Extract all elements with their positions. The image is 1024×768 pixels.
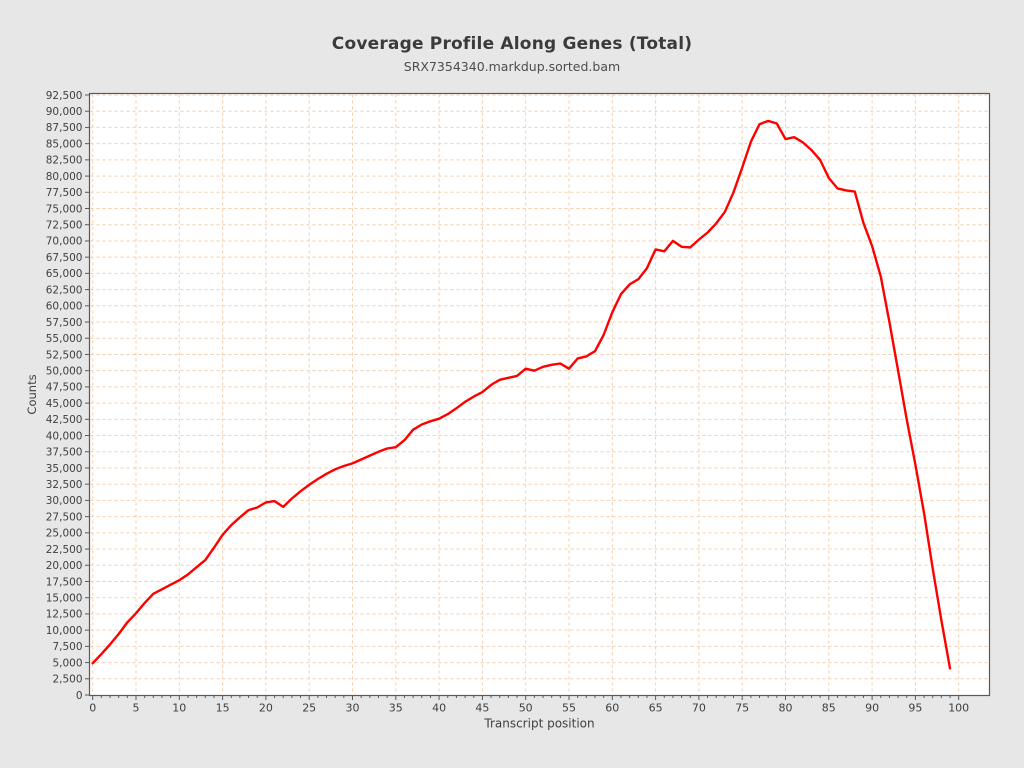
y-tick-label: 77,500 — [46, 187, 83, 199]
y-tick-label: 87,500 — [46, 122, 83, 134]
y-tick-label: 75,000 — [46, 203, 83, 215]
x-tick-label: 30 — [346, 702, 360, 715]
y-tick-label: 17,500 — [46, 576, 83, 588]
coverage-line — [91, 119, 952, 670]
x-tick-label: 60 — [605, 702, 619, 715]
y-tick-label: 90,000 — [46, 106, 83, 118]
plot-area — [89, 93, 990, 696]
y-tick-label: 25,000 — [46, 528, 83, 540]
y-tick-label: 27,500 — [46, 511, 83, 523]
y-tick-label: 15,000 — [46, 593, 83, 605]
y-tick-label: 57,500 — [46, 317, 83, 329]
y-tick-label: 42,500 — [46, 414, 83, 426]
gridlines — [90, 94, 989, 695]
x-tick-label: 75 — [735, 702, 749, 715]
y-tick-label: 85,000 — [46, 138, 83, 150]
x-tick-labels: 0 5 10 15 20 25 30 35 40 45 50 55 60 65 70 75 80 85 90 95 10… — [89, 702, 969, 715]
x-tick-label: 15 — [216, 702, 230, 715]
y-tick-label: 60,000 — [46, 301, 83, 313]
y-tick-labels: 0 2,500 5,000 7,500 10,000 12,500 15,000 17,500… — [46, 90, 83, 702]
x-tick-label: 95 — [908, 702, 922, 715]
x-tick-label: 85 — [822, 702, 836, 715]
chart-title: Coverage Profile Along Genes (Total) — [331, 34, 693, 54]
x-tick-label: 65 — [649, 702, 663, 715]
y-tick-label: 92,500 — [46, 90, 83, 102]
x-tick-label: 10 — [172, 702, 186, 715]
y-tick-label: 65,000 — [46, 268, 83, 280]
y-axis-title: Counts — [25, 374, 39, 414]
y-tick-label: 0 — [76, 690, 83, 702]
y-tick-label: 30,000 — [46, 495, 83, 507]
axis-ticks — [85, 94, 960, 700]
x-tick-label: 55 — [562, 702, 576, 715]
chart-subtitle: SRX7354340.markdup.sorted.bam — [403, 59, 621, 74]
y-tick-label: 52,500 — [46, 349, 83, 361]
y-tick-label: 50,000 — [46, 365, 83, 377]
y-tick-label: 45,000 — [46, 398, 83, 410]
y-tick-label: 82,500 — [46, 155, 83, 167]
x-tick-label: 80 — [779, 702, 793, 715]
y-tick-label: 12,500 — [46, 609, 83, 621]
x-tick-label: 5 — [133, 702, 140, 715]
y-tick-label: 62,500 — [46, 284, 83, 296]
y-tick-label: 47,500 — [46, 382, 83, 394]
x-tick-label: 45 — [475, 702, 489, 715]
x-tick-label: 100 — [948, 702, 969, 715]
x-tick-label: 70 — [692, 702, 706, 715]
x-tick-label: 25 — [302, 702, 316, 715]
y-tick-label: 22,500 — [46, 544, 83, 556]
x-tick-label: 90 — [865, 702, 879, 715]
y-tick-label: 35,000 — [46, 463, 83, 475]
y-tick-label: 32,500 — [46, 479, 83, 491]
y-tick-label: 72,500 — [46, 220, 83, 232]
y-tick-label: 55,000 — [46, 333, 83, 345]
y-tick-label: 20,000 — [46, 560, 83, 572]
y-tick-label: 80,000 — [46, 171, 83, 183]
y-tick-label: 5,000 — [52, 657, 82, 669]
y-tick-label: 70,000 — [46, 236, 83, 248]
x-tick-label: 40 — [432, 702, 446, 715]
plot-border — [88, 92, 991, 697]
y-tick-label: 37,500 — [46, 447, 83, 459]
y-tick-label: 2,500 — [52, 674, 82, 686]
y-tick-label: 10,000 — [46, 625, 83, 637]
y-tick-label: 40,000 — [46, 430, 83, 442]
x-tick-label: 0 — [89, 702, 96, 715]
y-tick-label: 67,500 — [46, 252, 83, 264]
y-tick-label: 7,500 — [52, 641, 82, 653]
x-tick-label: 35 — [389, 702, 403, 715]
x-axis-title: Transcript position — [483, 717, 594, 731]
x-tick-label: 50 — [519, 702, 533, 715]
x-tick-label: 20 — [259, 702, 273, 715]
